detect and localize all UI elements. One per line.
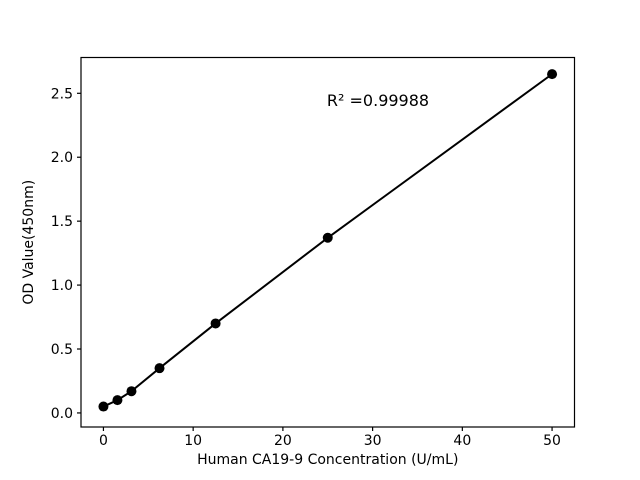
data-point — [210, 318, 221, 329]
y-axis-tick-label: 0.5 — [51, 342, 73, 358]
data-point — [126, 386, 137, 397]
y-axis-label: OD Value(450nm) — [21, 180, 37, 305]
data-point — [112, 395, 123, 406]
y-axis-tick-label: 1.0 — [51, 278, 73, 294]
y-axis-tick-label: 2.0 — [51, 150, 73, 166]
x-axis-label: Human CA19-9 Concentration (U/mL) — [197, 452, 458, 468]
x-axis-tick-label: 0 — [99, 433, 108, 449]
x-axis-tick-label: 10 — [184, 433, 202, 449]
y-axis-tick-label: 2.5 — [51, 86, 73, 102]
x-axis-tick-label: 50 — [543, 433, 561, 449]
data-point — [322, 232, 333, 243]
x-axis-tick-label: 40 — [453, 433, 471, 449]
plot-spines — [80, 56, 576, 428]
r-squared-annotation: R² =0.99988 — [327, 91, 429, 110]
x-axis-tick-label: 20 — [274, 433, 292, 449]
data-point — [98, 401, 109, 412]
x-axis-tick-label: 30 — [364, 433, 382, 449]
y-axis-tick-label: 0.0 — [51, 406, 73, 422]
data-point — [154, 363, 165, 374]
y-axis-tick-label: 1.5 — [51, 214, 73, 230]
data-point — [547, 69, 558, 80]
